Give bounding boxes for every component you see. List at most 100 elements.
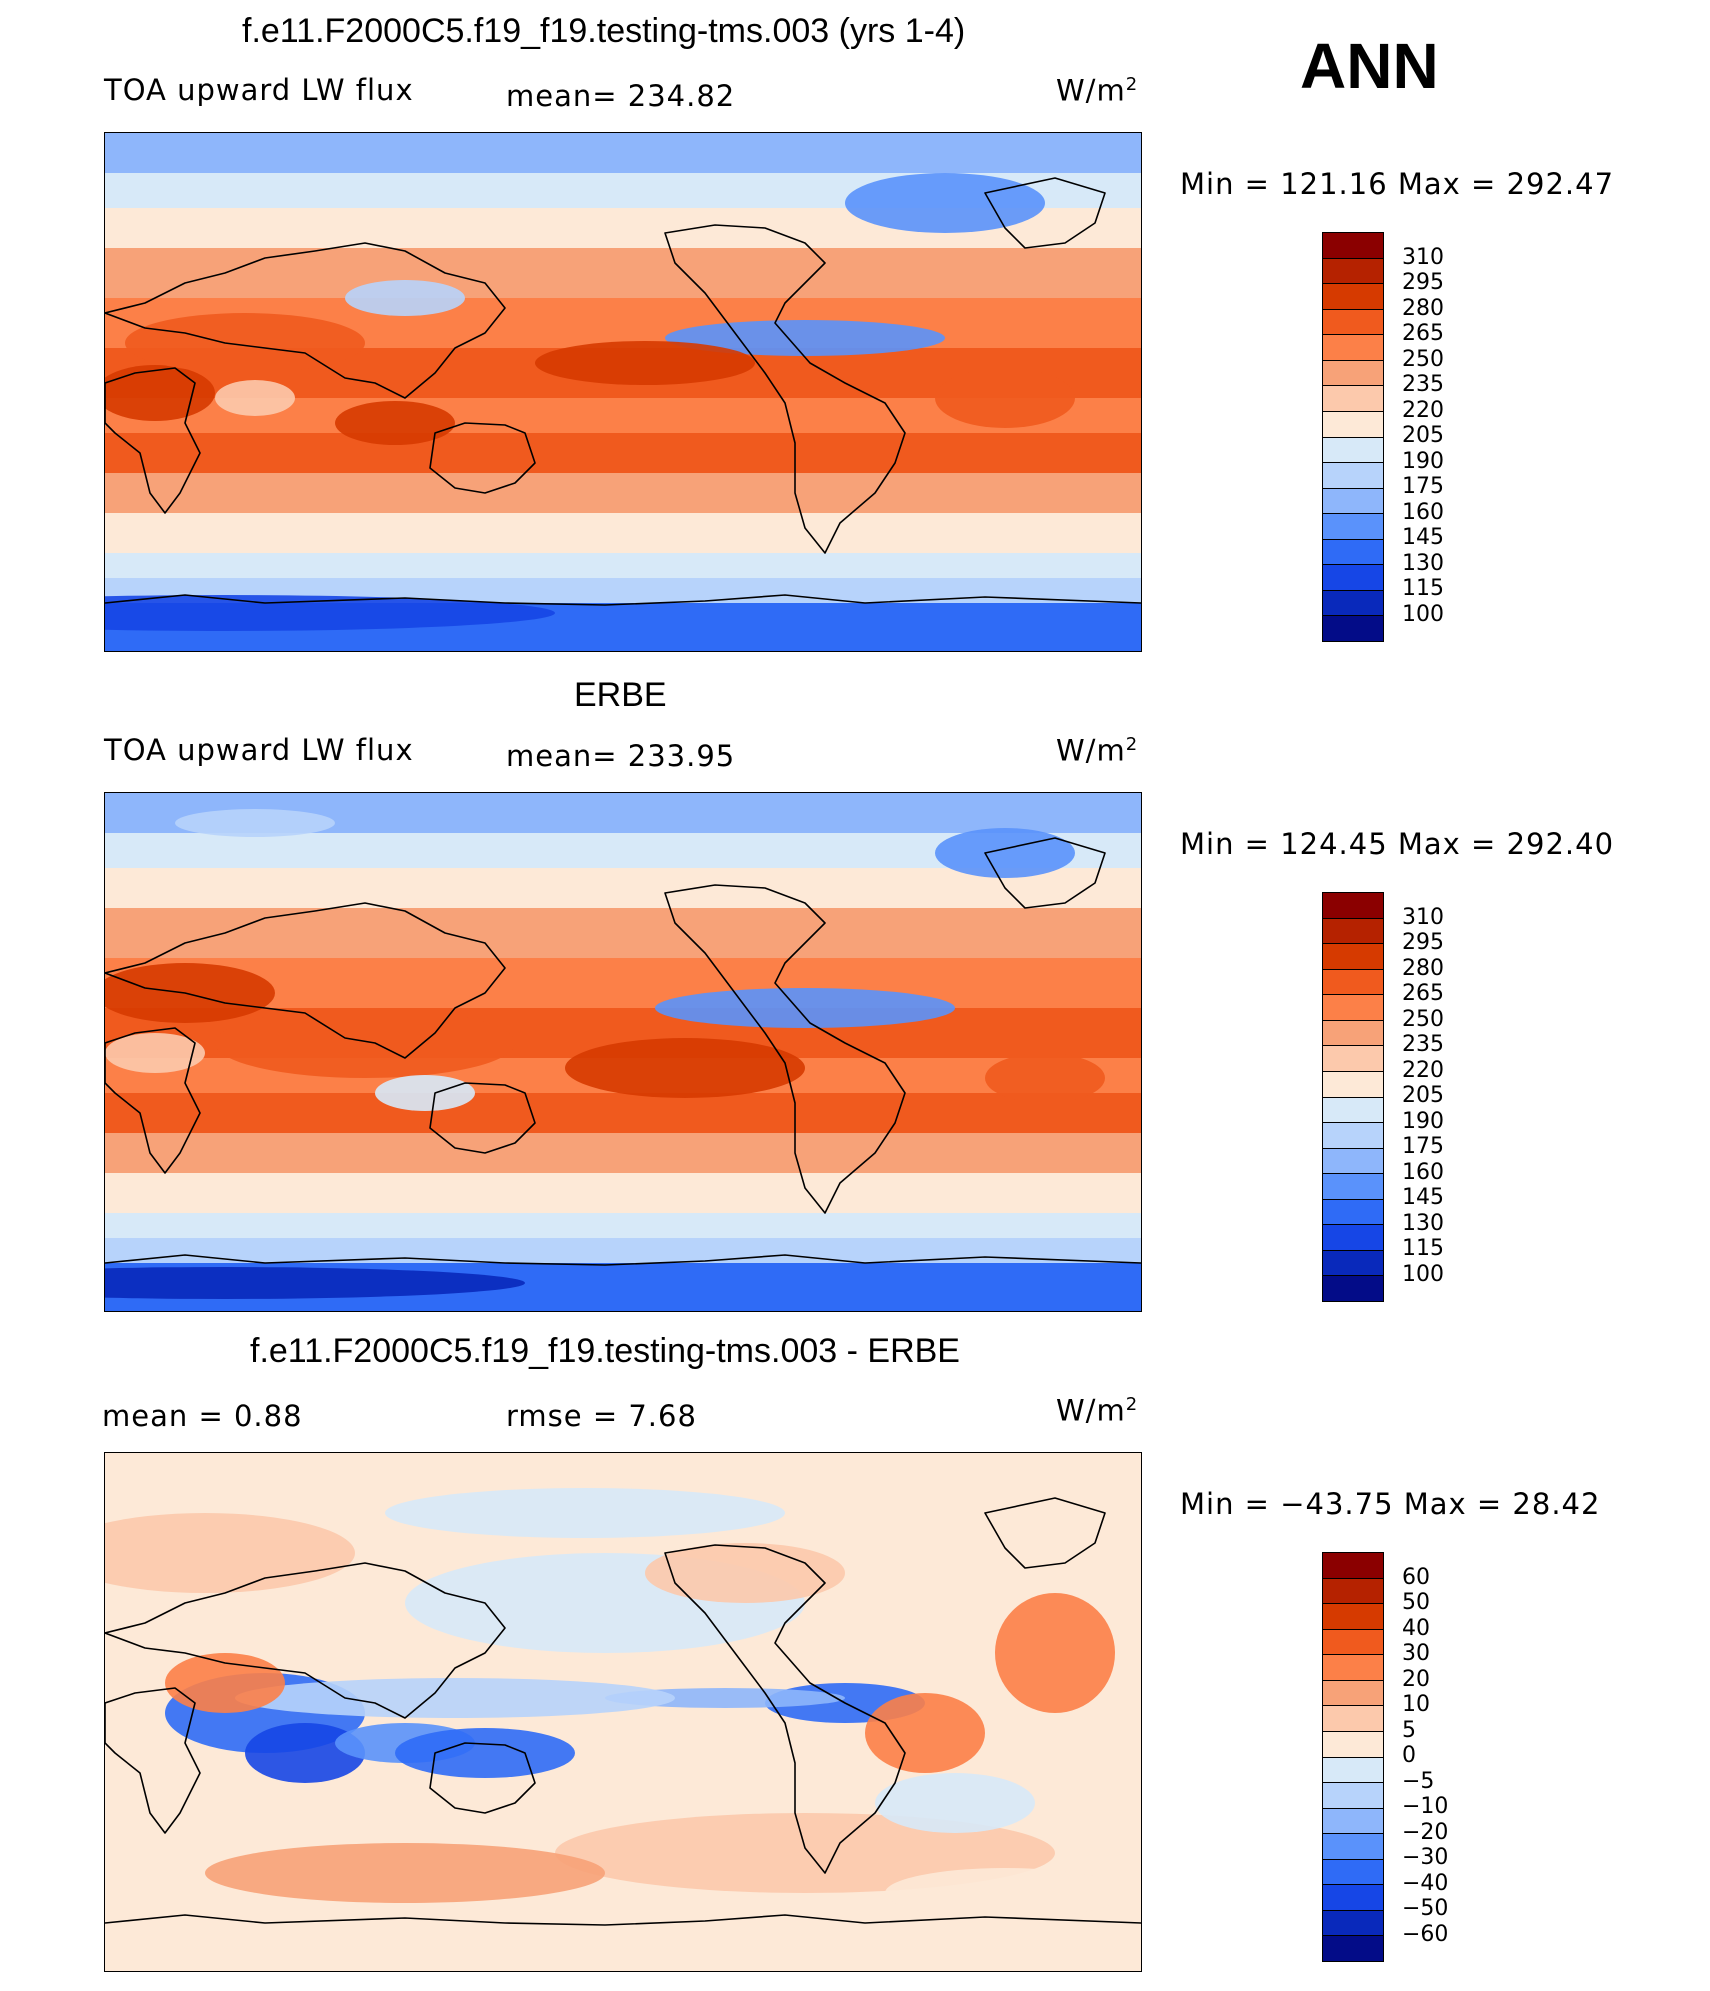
colorbar-tick-label: 10 [1402,1692,1430,1717]
field-band [105,1093,1141,1133]
field-blob [885,1868,1125,1918]
colorbar-box [1323,590,1383,617]
colorbar-tick-label: 295 [1402,270,1444,295]
field-blob [245,1723,365,1783]
panel-1-title: f.e11.F2000C5.f19_f19.testing-tms.003 (y… [242,12,966,50]
panel-2-mean-label: mean= 233.95 [506,739,736,773]
field-blob [535,341,755,385]
panel-2-map [104,792,1142,1312]
colorbar-box [1323,1578,1383,1605]
field-blob [665,320,945,356]
field-blob [175,809,335,837]
colorbar-tick-label: 160 [1402,1159,1444,1185]
colorbar-box [1323,1199,1383,1226]
panel-3-map [104,1452,1142,1972]
colorbar-box [1323,1604,1383,1630]
panel-1-map [104,132,1142,652]
field-blob [375,1075,475,1111]
colorbar-tick-label: 100 [1402,1261,1444,1287]
field-blob [125,313,365,373]
colorbar-tick-label: −10 [1402,1794,1449,1819]
colorbar-box [1323,1276,1383,1301]
field-blob [205,1843,605,1903]
field-band [105,133,1141,173]
colorbar-tick-label: 100 [1402,601,1444,627]
field-blob [335,401,455,445]
colorbar-tick-label: 310 [1402,904,1444,930]
colorbar-box [1323,918,1383,945]
colorbar-box [1323,335,1383,361]
coastline [105,242,506,399]
colorbar-tick-label: 265 [1402,321,1444,346]
colorbar-box [1323,1706,1383,1732]
panel-3-colorbar [1322,1552,1384,1962]
colorbar-box [1323,437,1383,464]
field-band [105,908,1141,958]
coastline [105,1254,1141,1266]
colorbar-tick-label: 40 [1402,1615,1430,1641]
colorbar-box [1323,258,1383,285]
colorbar-box [1323,565,1383,591]
panel-3-map-field [105,1453,1141,1971]
colorbar-box [1323,284,1383,310]
colorbar-tick-label: 280 [1402,955,1444,981]
field-blob [215,1008,515,1078]
field-blob [395,1728,575,1778]
colorbar-box [1323,1936,1383,1961]
colorbar-box [1323,1097,1383,1124]
colorbar-box [1323,309,1383,336]
field-band [105,553,1141,578]
colorbar-box [1323,1680,1383,1707]
colorbar-box [1323,1071,1383,1098]
colorbar-box [1323,1757,1383,1784]
colorbar-tick-label: 190 [1402,448,1444,474]
colorbar-box [1323,1225,1383,1251]
field-blob [105,1513,355,1593]
colorbar-box [1323,1020,1383,1047]
coastline [429,1742,536,1814]
panel-2-colorbar [1322,892,1384,1302]
colorbar-tick-label: 220 [1402,1057,1444,1083]
coastline [105,1687,201,1834]
colorbar-tick-label: 160 [1402,499,1444,525]
field-blob [655,988,955,1028]
colorbar-tick-label: 130 [1402,550,1444,576]
colorbar-box [1323,1046,1383,1072]
colorbar-box [1323,233,1383,259]
colorbar-box [1323,1123,1383,1149]
colorbar-box [1323,1910,1383,1937]
field-band [105,473,1141,513]
colorbar-tick-label: 115 [1402,576,1444,601]
panel-3-title: f.e11.F2000C5.f19_f19.testing-tms.003 - … [250,1332,960,1370]
coastline [984,177,1106,249]
panel-1-variable-label: TOA upward LW flux [104,73,414,107]
colorbar-box [1323,944,1383,970]
field-blob [875,1773,1035,1833]
panel-2-title: ERBE [574,676,667,714]
colorbar-tick-label: −30 [1402,1845,1449,1870]
field-blob [565,1038,805,1098]
colorbar-box [1323,1859,1383,1886]
field-band [105,248,1141,298]
field-band [105,1173,1141,1213]
field-blob [995,1593,1115,1713]
colorbar-box [1323,386,1383,412]
colorbar-box [1323,488,1383,515]
field-blob [385,1488,785,1538]
colorbar-tick-label: 235 [1402,1032,1444,1057]
field-blob [105,1267,525,1299]
coastline [105,902,506,1059]
field-blob [105,963,275,1023]
panel-1-units: W/m2 [1056,73,1139,108]
field-band [105,513,1141,553]
colorbar-box [1323,1655,1383,1681]
colorbar-tick-label: −5 [1402,1768,1435,1794]
coastline [105,1914,1141,1926]
coastline [105,367,201,514]
colorbar-box [1323,995,1383,1021]
coastline [105,594,1141,606]
colorbar-box [1323,969,1383,996]
field-band [105,868,1141,908]
field-blob [215,380,295,416]
field-band [105,1213,1141,1238]
